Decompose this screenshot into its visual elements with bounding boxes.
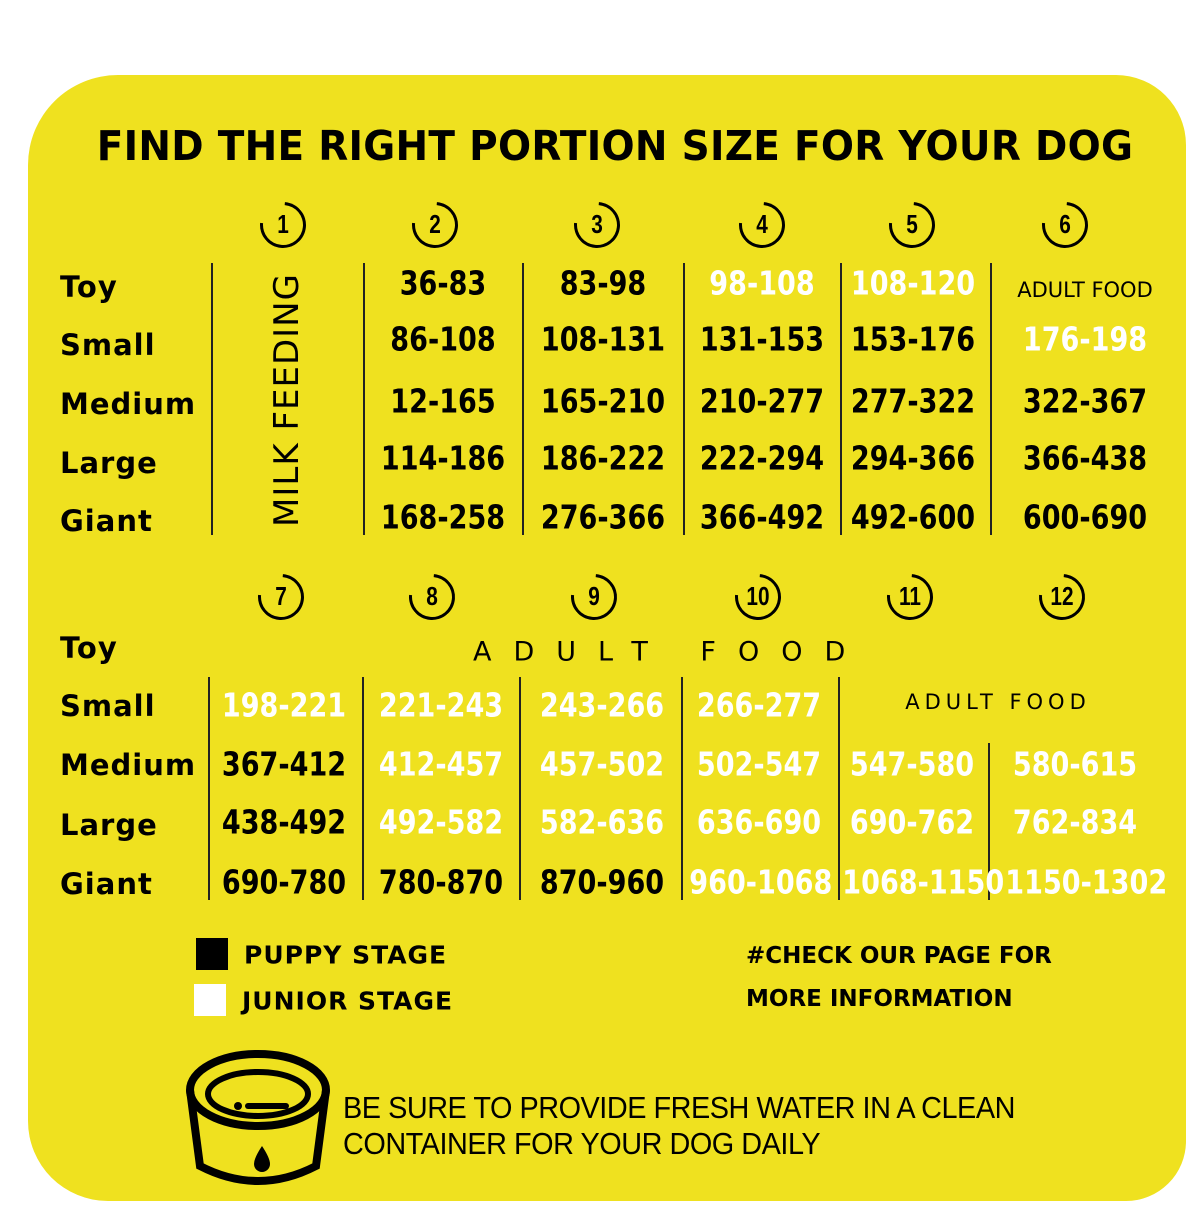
step-number: 4 xyxy=(756,209,768,239)
row-label-toy: Toy xyxy=(60,270,118,304)
portion-cell-junior: 1068-1150 xyxy=(842,862,1005,902)
portion-cell-puppy: 83-98 xyxy=(559,263,647,303)
row-label-toy: Toy xyxy=(60,631,118,665)
column-divider xyxy=(363,263,365,535)
step-number: 8 xyxy=(426,581,438,611)
column-divider xyxy=(522,263,524,535)
column-divider xyxy=(990,263,992,535)
portion-cell-junior: 243-266 xyxy=(539,685,665,725)
step-number: 5 xyxy=(906,209,918,239)
portion-cell-junior: 960-1068 xyxy=(689,862,833,902)
row-label-medium: Medium xyxy=(60,748,197,782)
column-divider xyxy=(519,677,521,900)
step-number: 11 xyxy=(899,581,921,611)
puppy-stage-swatch xyxy=(196,938,228,970)
row-label-small: Small xyxy=(60,328,156,362)
step-number: 6 xyxy=(1059,209,1071,239)
portion-cell-puppy: 12-165 xyxy=(390,381,496,421)
portion-cell-junior: 457-502 xyxy=(539,744,665,784)
step-number: 10 xyxy=(746,581,770,611)
column-divider xyxy=(208,677,210,900)
step-number: 2 xyxy=(429,209,441,239)
portion-cell-junior: 176-198 xyxy=(1022,319,1148,359)
step-number: 3 xyxy=(591,209,603,239)
step-number: 1 xyxy=(277,209,289,239)
portion-cell-puppy: 780-870 xyxy=(378,862,504,902)
step-number: 7 xyxy=(275,581,287,611)
step-number: 9 xyxy=(588,581,600,611)
portion-cell-puppy: 367-412 xyxy=(221,744,347,784)
portion-cell-junior: 198-221 xyxy=(221,685,347,725)
portion-cell-puppy: 168-258 xyxy=(380,497,506,537)
row-label-giant: Giant xyxy=(60,867,153,901)
column-divider xyxy=(840,263,842,535)
portion-cell-puppy: 222-294 xyxy=(699,438,825,478)
portion-cell-puppy: 86-108 xyxy=(390,319,496,359)
portion-cell-junior: 547-580 xyxy=(849,744,975,784)
junior-stage-label: JUNIOR STAGE xyxy=(242,986,454,1016)
portion-cell-junior: 636-690 xyxy=(696,802,822,842)
small-adult-food-label: ADULT FOOD xyxy=(905,690,1091,714)
portion-cell-puppy: 438-492 xyxy=(221,802,347,842)
portion-cell-junior: 762-834 xyxy=(1012,802,1138,842)
portion-cell-puppy: 36-83 xyxy=(399,263,487,303)
info-line-2: MORE INFORMATION xyxy=(746,986,1013,1012)
portion-cell-puppy: 366-438 xyxy=(1022,438,1148,478)
portion-cell-puppy: 276-366 xyxy=(540,497,666,537)
milk-feeding-label: MILK FEEDING xyxy=(267,273,307,527)
toy-adult-food-label: ADULT FOOD xyxy=(1017,278,1153,302)
portion-cell-puppy: 165-210 xyxy=(540,381,666,421)
portion-cell-puppy: 277-322 xyxy=(850,381,976,421)
portion-cell-puppy: 108-131 xyxy=(540,319,666,359)
water-line-2: CONTAINER FOR YOUR DOG DAILY xyxy=(343,1126,821,1161)
portion-cell-junior: 1150-1302 xyxy=(1005,862,1168,902)
row-label-giant: Giant xyxy=(60,504,153,538)
portion-cell-junior: 502-547 xyxy=(696,744,822,784)
column-divider xyxy=(211,263,213,535)
column-divider xyxy=(362,677,364,900)
portion-cell-puppy: 492-600 xyxy=(850,497,976,537)
puppy-stage-label: PUPPY STAGE xyxy=(244,940,448,970)
row-label-small: Small xyxy=(60,689,156,723)
toy-adult-food-banner: ADULT FOOD xyxy=(473,636,868,668)
portion-cell-puppy: 690-780 xyxy=(221,862,347,902)
page-title: FIND THE RIGHT PORTION SIZE FOR YOUR DOG xyxy=(96,122,1134,170)
portion-cell-puppy: 131-153 xyxy=(699,319,825,359)
junior-stage-swatch xyxy=(194,984,226,1016)
portion-cell-puppy: 366-492 xyxy=(699,497,825,537)
portion-cell-puppy: 186-222 xyxy=(540,438,666,478)
portion-cell-junior: 412-457 xyxy=(378,744,504,784)
water-bowl-icon xyxy=(186,1050,330,1185)
portion-cell-puppy: 870-960 xyxy=(539,862,665,902)
portion-cell-puppy: 294-366 xyxy=(850,438,976,478)
water-line-1: BE SURE TO PROVIDE FRESH WATER IN A CLEA… xyxy=(343,1090,1015,1125)
portion-cell-puppy: 153-176 xyxy=(850,319,976,359)
portion-cell-puppy: 322-367 xyxy=(1022,381,1148,421)
portion-cell-puppy: 114-186 xyxy=(380,438,506,478)
row-label-large: Large xyxy=(60,446,158,480)
portion-cell-puppy: 210-277 xyxy=(699,381,825,421)
portion-cell-puppy: 600-690 xyxy=(1022,497,1148,537)
column-divider xyxy=(683,263,685,535)
info-line-1: #CHECK OUR PAGE FOR xyxy=(746,943,1052,969)
column-divider xyxy=(838,677,840,900)
portion-cell-junior: 580-615 xyxy=(1012,744,1138,784)
column-divider xyxy=(988,743,990,900)
column-divider xyxy=(681,677,683,900)
row-label-large: Large xyxy=(60,808,158,842)
portion-cell-junior: 98-108 xyxy=(709,263,815,303)
row-label-medium: Medium xyxy=(60,387,197,421)
portion-cell-junior: 690-762 xyxy=(849,802,975,842)
portion-cell-junior: 582-636 xyxy=(539,802,665,842)
step-number: 12 xyxy=(1050,581,1074,611)
portion-cell-junior: 266-277 xyxy=(696,685,822,725)
portion-cell-junior: 108-120 xyxy=(850,263,976,303)
portion-cell-junior: 221-243 xyxy=(378,685,504,725)
water-reminder: BE SURE TO PROVIDE FRESH WATER IN A CLEA… xyxy=(343,1090,1015,1162)
portion-cell-junior: 492-582 xyxy=(378,802,504,842)
